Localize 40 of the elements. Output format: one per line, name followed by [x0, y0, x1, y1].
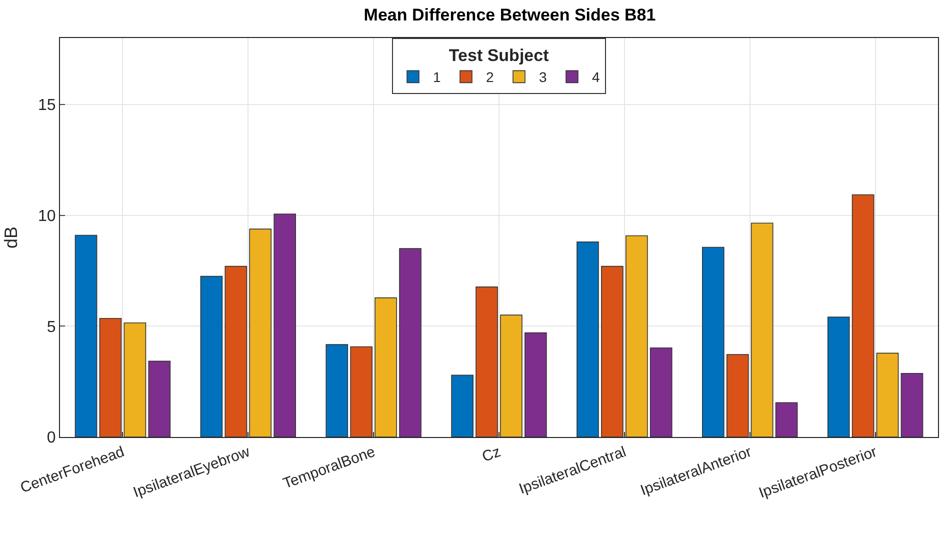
bar	[827, 316, 850, 437]
bar	[876, 352, 899, 437]
legend-label: 1	[433, 69, 441, 86]
y-axis-title: dB	[1, 226, 22, 249]
y-tick-label: 15	[38, 97, 56, 114]
bar	[326, 344, 348, 437]
bar	[524, 332, 547, 437]
bar	[750, 222, 774, 437]
bar	[200, 276, 223, 437]
bar	[74, 234, 98, 437]
chart-title: Mean Difference Between Sides B81	[364, 5, 656, 24]
legend-label: 4	[592, 69, 600, 86]
bar	[775, 402, 798, 437]
y-tick-label: 5	[46, 318, 56, 336]
bar	[650, 347, 672, 437]
bar	[576, 242, 599, 437]
bar	[124, 322, 146, 437]
bar	[476, 286, 498, 437]
bar	[900, 372, 924, 437]
bar	[99, 318, 122, 437]
bar	[249, 228, 272, 437]
bar	[601, 266, 624, 437]
bar	[726, 354, 749, 437]
bar	[626, 235, 648, 437]
y-tick-label: 10	[38, 208, 56, 225]
bar	[852, 194, 874, 437]
bar	[274, 214, 296, 437]
bar	[500, 314, 522, 437]
bar	[374, 297, 397, 437]
x-tick-label: Cz	[480, 443, 503, 466]
legend-label: 3	[539, 69, 547, 86]
y-tick-label: 0	[46, 430, 56, 447]
bar	[451, 374, 474, 437]
bar	[350, 346, 372, 437]
legend-label: 2	[486, 69, 494, 86]
bar	[224, 266, 248, 437]
legend-title: Test Subject	[448, 46, 550, 66]
bar	[702, 246, 724, 437]
bar	[148, 360, 171, 437]
bar	[399, 248, 422, 437]
